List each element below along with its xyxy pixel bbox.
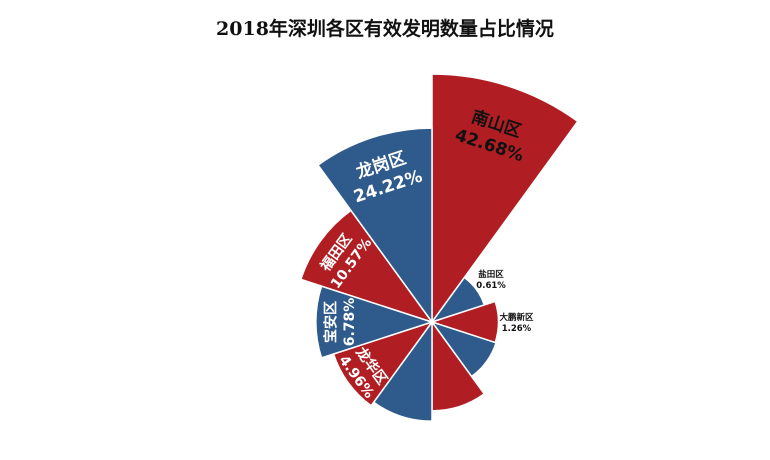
slice-name-label: 光明区 bbox=[379, 421, 412, 434]
slice-name-label: 大鹏新区 bbox=[499, 312, 534, 323]
slice-name-label: 坪山区 bbox=[449, 411, 481, 424]
slice-value-label: 4.40% bbox=[378, 436, 415, 448]
rose-slice-1 bbox=[431, 73, 579, 325]
slice-name-label: 宝安区 bbox=[323, 301, 340, 343]
slice-name-label: 盐田区 bbox=[478, 269, 504, 280]
slice-label-group-6: 光明区 4.40% bbox=[378, 421, 415, 448]
rose-slice-8 bbox=[315, 285, 435, 359]
slice-label-group-5: 坪山区 3.20% bbox=[447, 411, 484, 438]
slice-value-label: 1.26% bbox=[502, 324, 532, 334]
slice-value-label: 1.32% bbox=[486, 374, 516, 384]
slice-value-label: 3.20% bbox=[447, 426, 484, 438]
slice-label-group-8: 宝安区 6.78% bbox=[323, 298, 358, 347]
rose-slice-9 bbox=[299, 209, 434, 324]
rose-slice-10 bbox=[316, 127, 433, 325]
slice-name-label: 罗湖区 bbox=[488, 362, 514, 373]
slice-value-label: 6.78% bbox=[342, 298, 358, 347]
slice-value-label: 0.61% bbox=[476, 281, 506, 291]
chart-title: 2018年深圳各区有效发明数量占比情况 bbox=[216, 18, 554, 40]
